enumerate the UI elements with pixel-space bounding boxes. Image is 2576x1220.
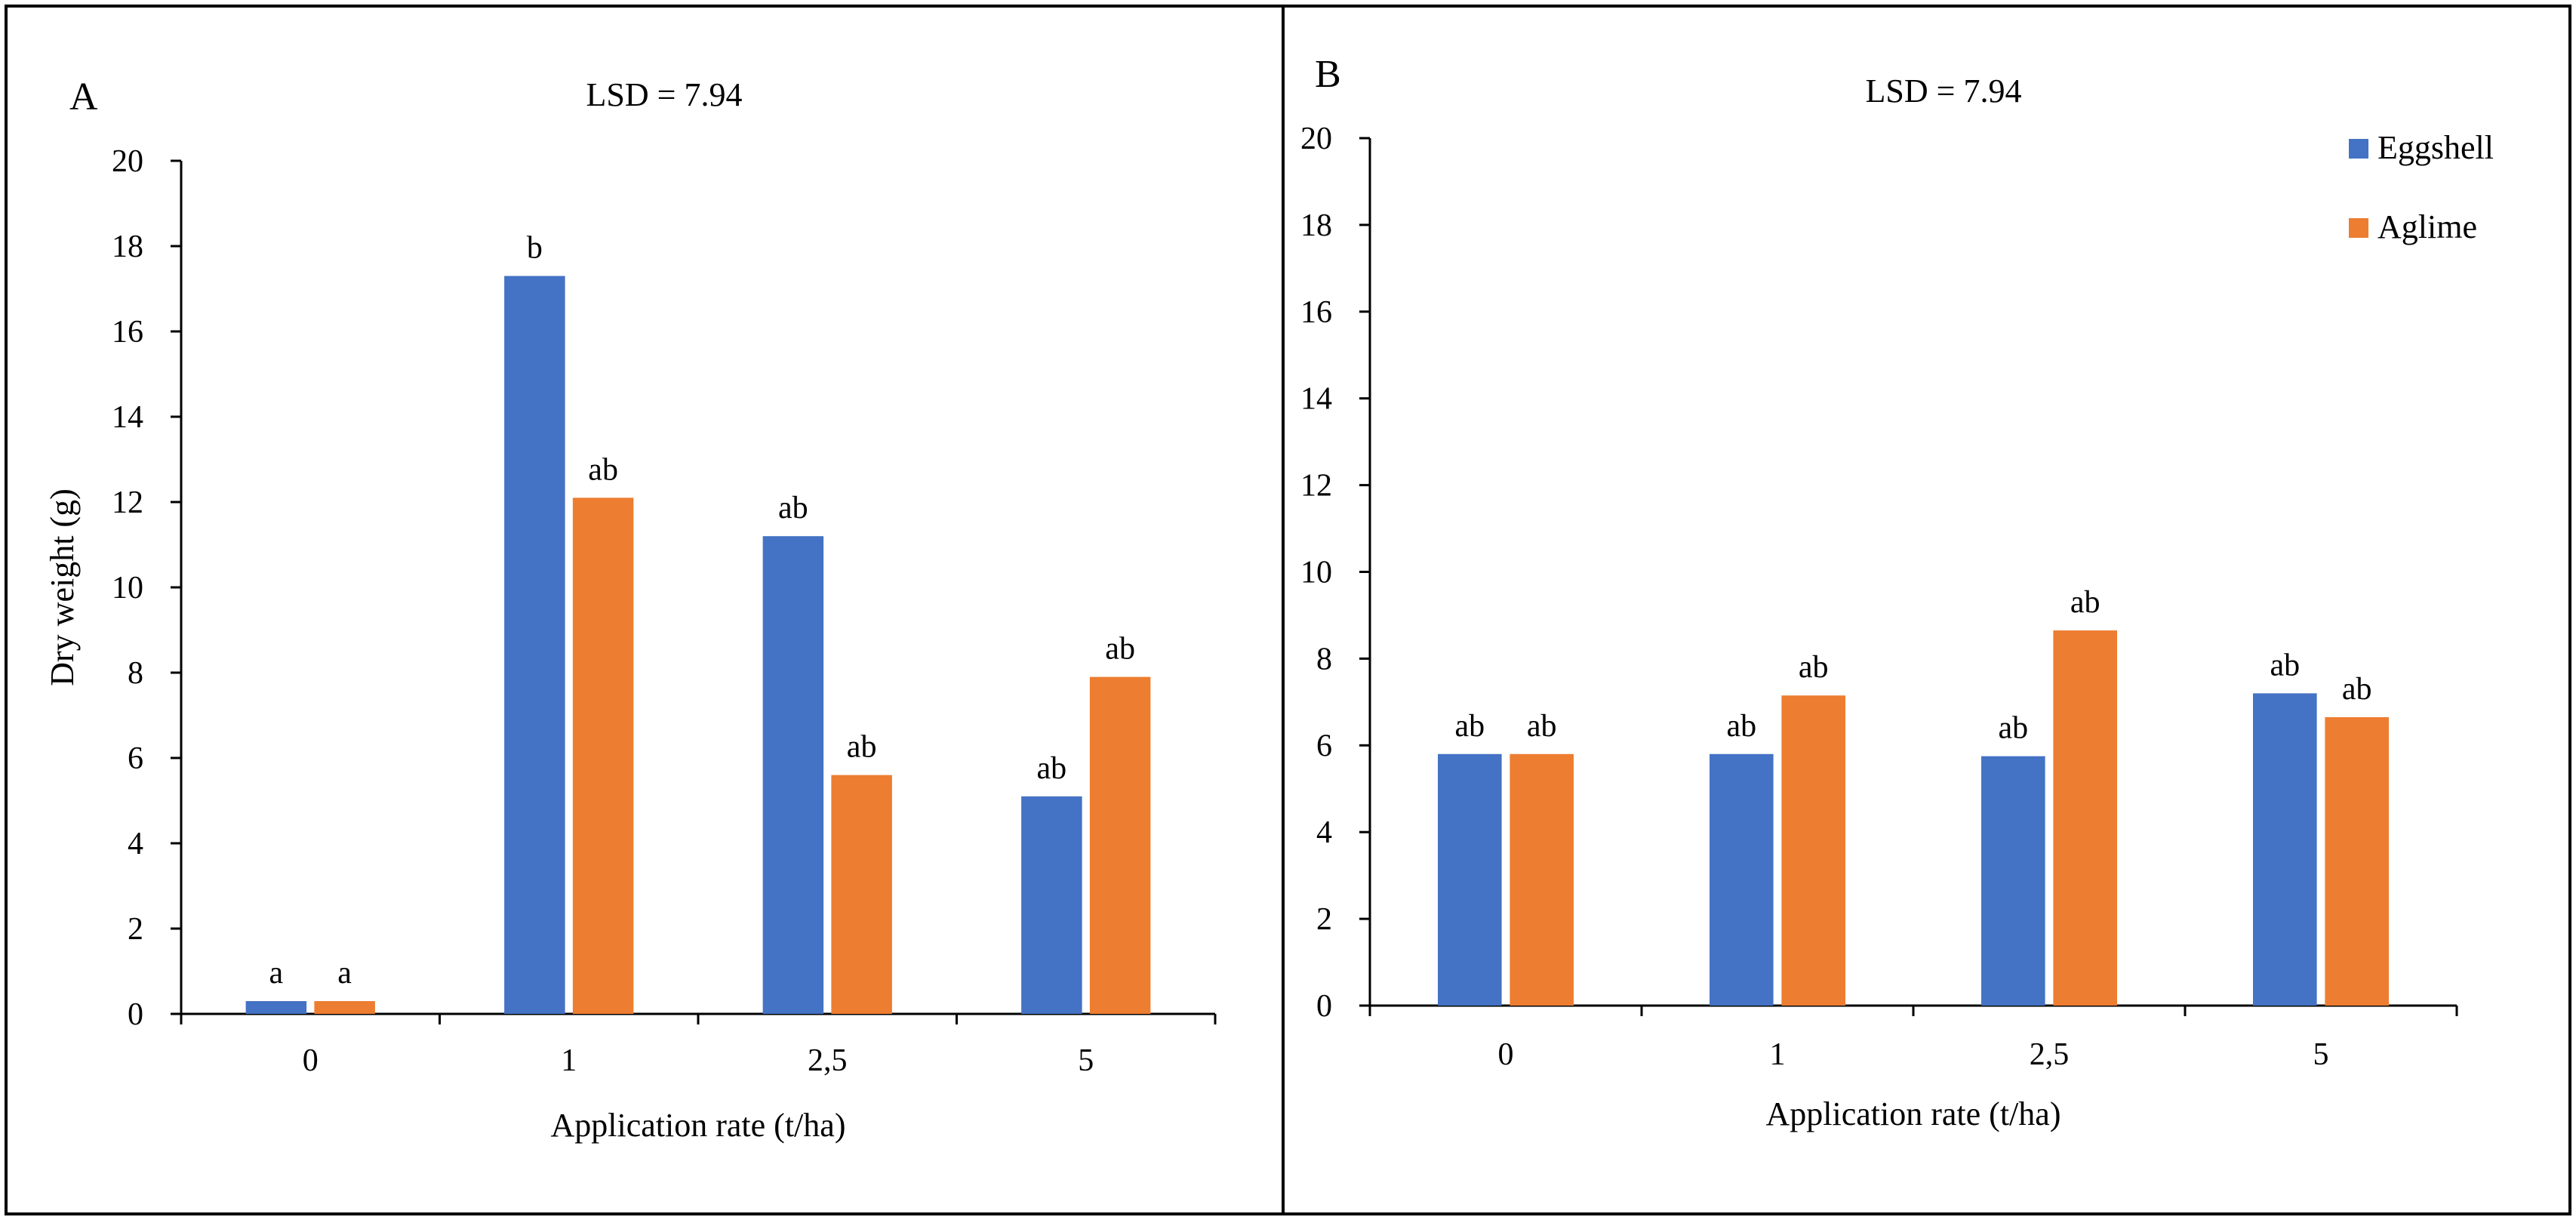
panel-b-y-tick-label: 0 bbox=[1316, 989, 1332, 1024]
panel-b-y-tick-label: 20 bbox=[1300, 122, 1332, 156]
panel-b-bar-label: ab bbox=[2070, 585, 2101, 620]
panel-a-bar-aglime bbox=[572, 498, 634, 1014]
panel-a-bar-label: a bbox=[337, 956, 352, 990]
panel-b-y-tick-label: 14 bbox=[1300, 382, 1332, 417]
panel-b: B LSD = 7.94 0 2 4 6 8 10 12 14 16 18 20 0 ab ab 1 ab ab 2,… bbox=[1300, 53, 2494, 1132]
panel-b-y-tick-label: 16 bbox=[1300, 295, 1332, 330]
panel-b-legend-swatch-eggshell bbox=[2349, 139, 2368, 159]
panel-b-bar-eggshell bbox=[2253, 693, 2317, 1006]
panel-a-x-axis-title: Application rate (t/ha) bbox=[551, 1107, 846, 1144]
panel-b-letter: B bbox=[1315, 53, 1341, 96]
panel-a-bar-label: b bbox=[527, 231, 543, 266]
panel-a-category-label: 0 bbox=[303, 1043, 319, 1078]
panel-b-category-label: 1 bbox=[1770, 1037, 1786, 1072]
panel-b-bar-label: ab bbox=[1799, 650, 1829, 685]
panel-a-y-tick-label: 12 bbox=[112, 485, 143, 520]
panel-a-bar-label: ab bbox=[1105, 632, 1135, 667]
panel-b-bar-label: ab bbox=[2342, 672, 2372, 707]
panel-a-y-tick-label: 6 bbox=[128, 741, 143, 776]
panel-a-category-label: 5 bbox=[1078, 1043, 1094, 1078]
panel-b-legend-label-eggshell: Eggshell bbox=[2377, 129, 2494, 166]
panel-a-bar-eggshell bbox=[762, 536, 824, 1014]
panel-a-bar-eggshell bbox=[504, 276, 565, 1014]
panel-b-bar-aglime bbox=[2053, 630, 2117, 1006]
panel-b-y-tick-label: 8 bbox=[1316, 642, 1332, 676]
panel-a-bar-aglime bbox=[314, 1001, 375, 1014]
panel-a-border bbox=[5, 5, 1285, 1215]
panel-b-y-tick-label: 10 bbox=[1300, 556, 1332, 590]
panel-b-category-label: 5 bbox=[2313, 1037, 2329, 1072]
panel-a-bar-label: ab bbox=[1037, 751, 1067, 786]
panel-a-bar-label: a bbox=[269, 956, 284, 990]
panel-b-bar-aglime bbox=[1781, 695, 1845, 1006]
panel-b-x-axis-title: Application rate (t/ha) bbox=[1766, 1095, 2061, 1132]
panel-a-y-tick-label: 20 bbox=[112, 144, 143, 179]
panel-a-y-tick-label: 10 bbox=[112, 571, 143, 605]
panel-a-y-tick-label: 18 bbox=[112, 230, 143, 264]
panel-a-y-tick-label: 8 bbox=[128, 656, 143, 691]
panel-a-bar-eggshell bbox=[1021, 796, 1082, 1014]
panel-b-y-tick-label: 2 bbox=[1316, 902, 1332, 937]
panel-b-legend-swatch-aglime bbox=[2349, 218, 2368, 238]
panel-a-y-tick-label: 2 bbox=[128, 912, 143, 947]
panel-a-letter: A bbox=[69, 75, 98, 119]
panel-a-y-tick-label: 14 bbox=[112, 400, 143, 435]
panel-b-lsd-annotation: LSD = 7.94 bbox=[1866, 72, 2022, 109]
panel-b-y-tick-label: 18 bbox=[1300, 208, 1332, 243]
panel-a-category-label: 1 bbox=[561, 1043, 577, 1078]
panel-b-y-tick-label: 12 bbox=[1300, 469, 1332, 504]
panel-b-bar-label: ab bbox=[1454, 709, 1485, 744]
panel-a-bar-label: ab bbox=[778, 491, 808, 525]
panel-a-y-axis-title: Dry weight (g) bbox=[44, 488, 81, 686]
panel-a-lsd-annotation: LSD = 7.94 bbox=[586, 76, 743, 113]
panel-a: A LSD = 7.94 0 2 4 6 8 10 12 14 16 18 20 0 a a 1 b ab 2,5 ab… bbox=[44, 75, 1217, 1144]
panel-b-bar-aglime bbox=[1510, 753, 1574, 1006]
panel-b-bar-aglime bbox=[2325, 716, 2389, 1006]
panel-b-bar-eggshell bbox=[1438, 753, 1502, 1006]
panel-a-bar-aglime bbox=[1089, 676, 1151, 1014]
panel-b-bar-label: ab bbox=[1998, 711, 2028, 746]
panel-a-y-tick-label: 16 bbox=[112, 315, 143, 350]
panel-a-bar-label: ab bbox=[588, 452, 618, 487]
panel-b-legend-label-aglime: Aglime bbox=[2377, 208, 2477, 245]
panel-a-bar-label: ab bbox=[847, 730, 877, 765]
panel-b-bar-label: ab bbox=[1527, 709, 1557, 744]
panel-a-y-tick-label: 0 bbox=[128, 997, 143, 1032]
panel-b-category-label: 0 bbox=[1498, 1037, 1514, 1072]
panel-b-y-tick-label: 4 bbox=[1316, 815, 1332, 850]
panel-a-category-label: 2,5 bbox=[808, 1043, 848, 1078]
panel-b-bar-eggshell bbox=[1981, 756, 2045, 1006]
panel-b-category-label: 2,5 bbox=[2030, 1037, 2070, 1072]
panel-b-y-tick-label: 6 bbox=[1316, 729, 1332, 763]
panel-b-bar-eggshell bbox=[1710, 753, 1774, 1006]
panel-a-bar-aglime bbox=[831, 775, 892, 1014]
panel-a-bar-eggshell bbox=[245, 1001, 307, 1014]
panel-b-bar-label: ab bbox=[1726, 709, 1756, 744]
panel-a-y-tick-label: 4 bbox=[128, 827, 143, 861]
panel-b-bar-label: ab bbox=[2270, 648, 2300, 682]
panel-b-border bbox=[1282, 5, 2571, 1215]
